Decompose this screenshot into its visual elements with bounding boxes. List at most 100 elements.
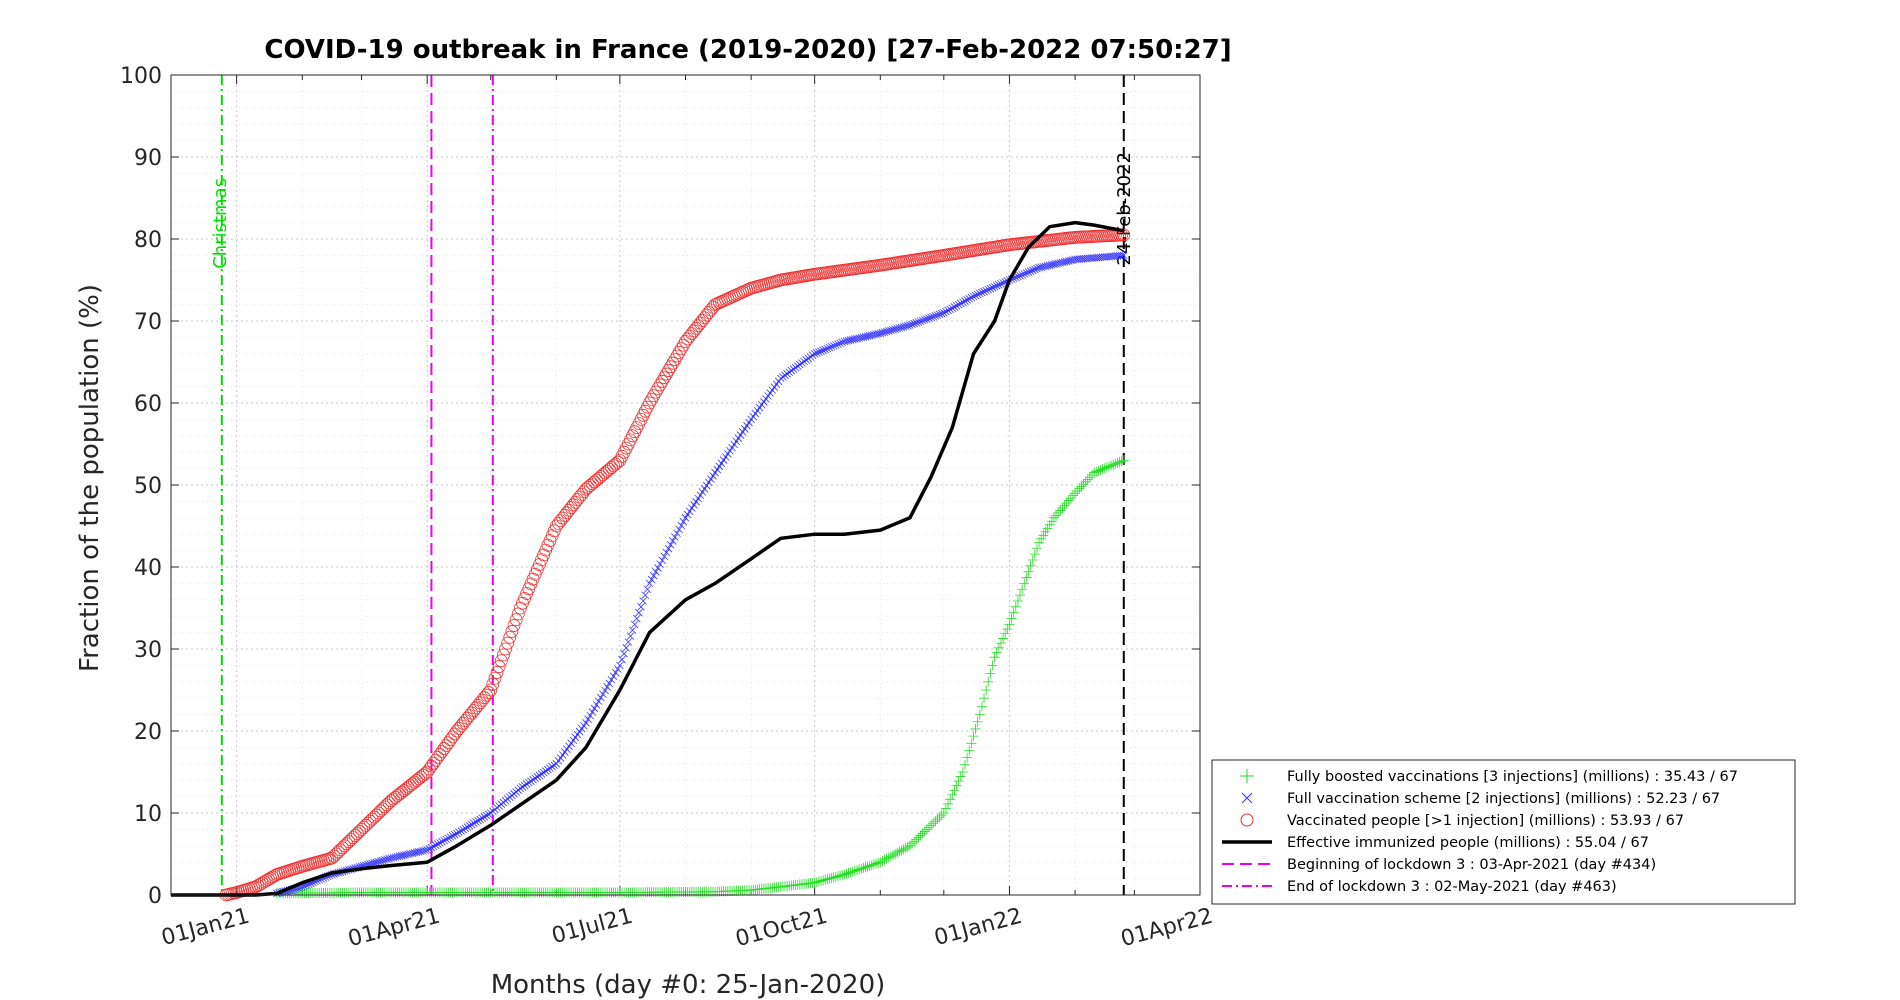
data-point [904,840,915,851]
data-point [817,347,825,355]
data-point [1097,464,1108,475]
data-point [906,321,914,329]
data-point [972,716,983,727]
data-point [919,826,930,837]
data-point [575,487,589,501]
data-point [875,857,886,868]
data-point [688,504,696,512]
data-point [693,316,707,330]
data-point [1078,479,1089,490]
data-point [662,364,675,377]
data-point [980,287,988,296]
legend-label: Beginning of lockdown 3 : 03-Apr-2021 (d… [1287,857,1656,873]
data-point [427,843,436,852]
data-point [1118,455,1129,466]
data-point [745,418,753,427]
data-point [1106,460,1117,471]
data-point [1074,483,1085,494]
data-point [668,353,682,366]
data-point [473,696,487,710]
data-point [862,861,873,872]
data-point [566,498,580,512]
data-point [929,312,938,321]
data-point [669,537,677,545]
data-point [933,311,942,319]
data-point [1114,457,1125,468]
data-point [856,863,867,874]
data-point [1024,268,1033,276]
data-point [539,768,548,777]
data-point [1093,465,1104,476]
data-point [1055,505,1066,516]
data-point [954,300,963,309]
data-point [1110,458,1121,469]
data-point [558,509,572,522]
data-point [484,683,498,697]
data-point [970,723,981,734]
data-point [571,493,584,507]
data-point [847,866,858,877]
data-point [868,859,879,870]
data-point [993,642,1004,653]
data-point [505,625,519,638]
data-point [705,478,713,487]
x-tick-label: 01Jul21 [549,904,635,950]
data-point [1027,554,1038,565]
data-point [527,777,535,785]
data-point [552,516,565,530]
data-point [410,774,424,787]
data-point [675,525,683,534]
data-point [989,652,1000,663]
data-point [641,591,650,599]
data-point [824,873,835,884]
data-point [616,661,624,670]
data-point [446,833,455,841]
data-point [734,434,743,442]
data-point [1014,272,1022,281]
data-point [1099,463,1110,474]
data-point [525,778,533,787]
data-point [927,313,935,322]
data-point [858,862,869,873]
data-point [391,789,404,803]
data-point [997,280,1005,288]
data-point [885,851,896,862]
data-point [1117,251,1126,260]
data-point [1015,590,1026,601]
data-point [541,767,550,775]
x-tick-label: 01Apr22 [1118,904,1215,952]
data-point [1063,495,1074,506]
data-point [1006,613,1017,624]
data-point [594,697,603,706]
data-point [399,782,413,796]
data-point [866,860,877,871]
data-point [781,371,789,380]
data-point [741,425,749,433]
data-point [494,654,508,668]
series-line [171,220,1125,897]
data-point [832,341,840,349]
data-point [628,626,637,635]
data-point [779,373,787,381]
data-point [730,440,738,449]
data-point [582,719,590,727]
data-point [915,830,926,841]
data-point [1119,251,1128,260]
data-point [482,686,495,699]
y-tick-label: 70 [134,310,162,335]
data-point [679,517,688,526]
data-point [601,686,609,695]
data-point [471,698,485,712]
data-point [685,327,699,340]
data-point [694,494,702,503]
data-point [969,292,978,301]
data-point [849,865,860,876]
data-point [877,856,888,867]
data-point [251,879,265,892]
data-point [987,660,998,671]
data-point [934,812,945,823]
data-point [864,860,875,871]
data-point [798,359,806,367]
y-tick-label: 40 [134,556,162,581]
data-point [964,745,975,756]
